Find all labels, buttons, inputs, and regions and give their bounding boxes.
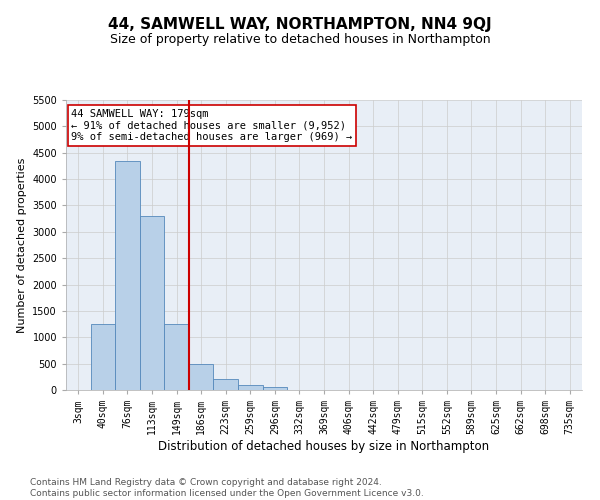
Y-axis label: Number of detached properties: Number of detached properties <box>17 158 26 332</box>
Text: 44, SAMWELL WAY, NORTHAMPTON, NN4 9QJ: 44, SAMWELL WAY, NORTHAMPTON, NN4 9QJ <box>108 18 492 32</box>
Bar <box>164 324 189 390</box>
Bar <box>189 364 214 390</box>
Bar <box>238 384 263 390</box>
Bar <box>214 380 238 390</box>
Text: Contains HM Land Registry data © Crown copyright and database right 2024.
Contai: Contains HM Land Registry data © Crown c… <box>30 478 424 498</box>
Text: 44 SAMWELL WAY: 179sqm
← 91% of detached houses are smaller (9,952)
9% of semi-d: 44 SAMWELL WAY: 179sqm ← 91% of detached… <box>71 108 352 142</box>
Bar <box>115 160 140 390</box>
Text: Size of property relative to detached houses in Northampton: Size of property relative to detached ho… <box>110 32 490 46</box>
Bar <box>263 387 287 390</box>
Bar <box>140 216 164 390</box>
X-axis label: Distribution of detached houses by size in Northampton: Distribution of detached houses by size … <box>158 440 490 453</box>
Bar <box>91 324 115 390</box>
